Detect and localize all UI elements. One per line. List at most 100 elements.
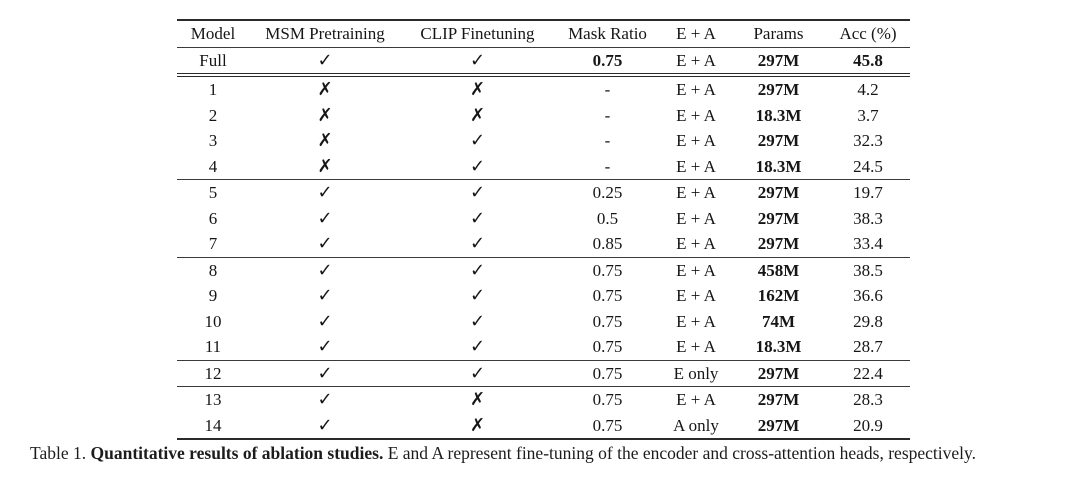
cell-acc: 3.7 — [857, 105, 879, 125]
check-icon: ✓ — [469, 259, 486, 281]
cell-mask-ratio: - — [604, 131, 611, 150]
table-row: 7 ✓ ✓ 0.85 E + A 297M 33.4 — [177, 231, 910, 257]
cell-msm-pretraining: ✓ — [249, 206, 401, 232]
table-row: 11 ✓ ✓ 0.75 E + A 18.3M 28.7 — [177, 334, 910, 360]
check-icon: ✓ — [469, 233, 486, 254]
cell-acc: 24.5 — [853, 156, 883, 176]
check-icon: ✓ — [469, 130, 486, 151]
cell-model: 11 — [204, 337, 222, 356]
cell-mask-ratio: 0.25 — [592, 183, 623, 202]
cell-model: 1 — [208, 80, 218, 99]
col-header-e-a: E + A — [676, 24, 716, 43]
check-icon: ✓ — [317, 414, 333, 436]
cell-msm-pretraining: ✗ — [249, 103, 401, 129]
col-header-msm-pretraining: MSM Pretraining — [265, 24, 385, 43]
cell-msm-pretraining: ✗ — [249, 128, 401, 154]
cell-clip-finetuning: ✓ — [401, 309, 554, 335]
cell-e-a: E + A — [676, 50, 716, 70]
table-row: 4 ✗ ✓ - E + A 18.3M 24.5 — [177, 154, 910, 180]
cell-e-a: E + A — [676, 337, 716, 356]
cell-params: 74M — [761, 311, 796, 331]
cell-acc: 4.2 — [857, 80, 879, 99]
cell-model: 2 — [208, 105, 218, 125]
table-row: 12 ✓ ✓ 0.75 E only 297M 22.4 — [177, 360, 910, 387]
cell-e-a: E + A — [676, 156, 716, 176]
table-row: 2 ✗ ✗ - E + A 18.3M 3.7 — [177, 103, 910, 129]
cell-msm-pretraining: ✓ — [249, 47, 401, 75]
cell-mask-ratio: 0.75 — [592, 390, 623, 409]
caption-prefix: Table 1. — [30, 443, 91, 463]
cell-acc: 32.3 — [853, 131, 883, 150]
cell-acc: 33.4 — [853, 234, 883, 253]
table-row: 8 ✓ ✓ 0.75 E + A 458M 38.5 — [177, 257, 910, 283]
cell-e-a: E + A — [676, 208, 716, 228]
cell-msm-pretraining: ✗ — [249, 154, 401, 180]
cell-mask-ratio: 0.75 — [592, 415, 623, 435]
cell-acc: 36.6 — [853, 286, 883, 305]
cell-e-a: E only — [673, 363, 719, 383]
caption-bold-title: Quantitative results of ablation studies… — [90, 443, 384, 463]
cell-model: 8 — [208, 260, 218, 280]
check-icon: ✓ — [317, 362, 333, 384]
cell-mask-ratio: 0.75 — [592, 363, 623, 383]
cross-icon: ✗ — [317, 130, 333, 151]
cell-acc: 28.7 — [853, 337, 883, 356]
check-icon: ✓ — [469, 155, 486, 177]
cell-clip-finetuning: ✓ — [401, 231, 554, 257]
table-row: 1 ✗ ✗ - E + A 297M 4.2 — [177, 75, 910, 103]
check-icon: ✓ — [317, 285, 333, 306]
table-header: Model MSM Pretraining CLIP Finetuning Ma… — [177, 20, 910, 47]
header-row: Model MSM Pretraining CLIP Finetuning Ma… — [177, 20, 910, 47]
cell-clip-finetuning: ✓ — [401, 360, 554, 387]
cell-acc: 28.3 — [853, 390, 883, 409]
cell-clip-finetuning: ✗ — [401, 413, 554, 440]
cell-model: 10 — [204, 311, 222, 331]
table-row: 14 ✓ ✗ 0.75 A only 297M 20.9 — [177, 413, 910, 440]
cell-acc: 38.3 — [853, 208, 883, 228]
cell-model: 12 — [204, 363, 222, 383]
cell-params: 18.3M — [755, 105, 802, 125]
cell-model: 5 — [208, 183, 218, 202]
cell-clip-finetuning: ✗ — [401, 75, 554, 103]
check-icon: ✓ — [317, 182, 333, 203]
cell-clip-finetuning: ✓ — [401, 334, 554, 360]
cell-model: 4 — [208, 156, 218, 176]
cross-icon: ✗ — [469, 414, 486, 436]
check-icon: ✓ — [317, 233, 333, 254]
table-row: 3 ✗ ✓ - E + A 297M 32.3 — [177, 128, 910, 154]
cell-clip-finetuning: ✓ — [401, 206, 554, 232]
cell-mask-ratio: - — [604, 156, 611, 176]
cell-e-a: E + A — [676, 311, 716, 331]
check-icon: ✓ — [469, 207, 486, 229]
check-icon: ✓ — [317, 259, 333, 281]
cell-acc: 22.4 — [853, 363, 883, 383]
table-row: Full ✓ ✓ 0.75 E + A 297M 45.8 — [177, 47, 910, 75]
cell-model: 7 — [208, 234, 218, 253]
cell-e-a: E + A — [676, 286, 716, 305]
cell-params: 297M — [757, 234, 800, 253]
table-row: 5 ✓ ✓ 0.25 E + A 297M 19.7 — [177, 180, 910, 206]
cell-mask-ratio: - — [604, 105, 611, 125]
cell-msm-pretraining: ✓ — [249, 360, 401, 387]
cell-acc: 19.7 — [853, 183, 883, 202]
cell-params: 458M — [757, 260, 800, 280]
cell-mask-ratio: 0.75 — [592, 311, 623, 331]
cell-model: 6 — [208, 208, 218, 228]
cell-params: 297M — [757, 390, 800, 409]
cell-clip-finetuning: ✓ — [401, 154, 554, 180]
cell-params: 18.3M — [755, 156, 802, 176]
cell-model: 13 — [204, 390, 222, 409]
cell-params: 297M — [757, 131, 800, 150]
cell-e-a: A only — [673, 415, 719, 435]
cell-params: 297M — [757, 415, 800, 435]
cell-params: 297M — [757, 183, 800, 202]
cell-mask-ratio: 0.75 — [592, 50, 623, 70]
cell-msm-pretraining: ✓ — [249, 231, 401, 257]
cross-icon: ✗ — [469, 104, 486, 126]
cell-acc: 29.8 — [853, 311, 883, 331]
cell-msm-pretraining: ✓ — [249, 334, 401, 360]
cell-acc: 20.9 — [853, 415, 883, 435]
check-icon: ✓ — [469, 285, 486, 306]
cell-e-a: E + A — [676, 80, 716, 99]
